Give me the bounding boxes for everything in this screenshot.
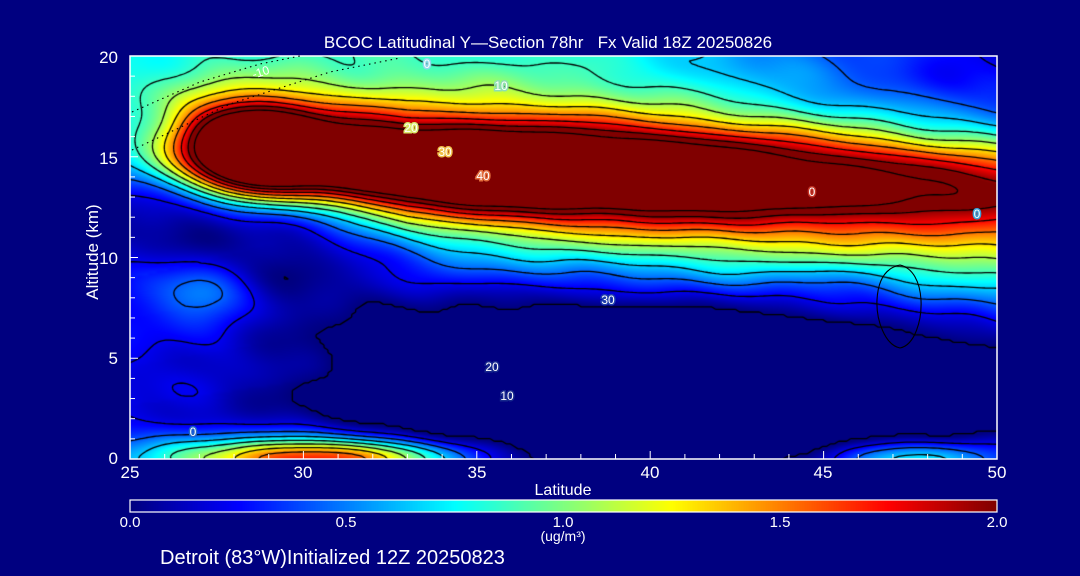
svg-text:Latitude: Latitude [535,482,592,499]
svg-text:2.0: 2.0 [987,514,1008,531]
svg-text:0.5: 0.5 [336,514,357,531]
svg-text:25: 25 [121,463,140,482]
svg-text:5: 5 [109,349,118,368]
svg-text:40: 40 [641,463,660,482]
svg-text:Altitude (km): Altitude (km) [83,204,102,299]
svg-text:10: 10 [99,249,118,268]
svg-text:0: 0 [109,449,118,468]
svg-text:BCOC Latitudinal Y—Section 78h: BCOC Latitudinal Y—Section 78hr Fx Valid… [324,33,772,52]
svg-text:45: 45 [814,463,833,482]
svg-text:1.0: 1.0 [553,514,574,531]
svg-text:Detroit (83°W)Initialized 12Z: Detroit (83°W)Initialized 12Z 20250823 [160,547,505,569]
svg-text:30: 30 [294,463,313,482]
svg-text:1.5: 1.5 [770,514,791,531]
svg-text:(ug/m³): (ug/m³) [540,528,585,544]
svg-text:50: 50 [988,463,1007,482]
svg-text:15: 15 [99,149,118,168]
svg-text:20: 20 [99,48,118,67]
svg-text:35: 35 [468,463,487,482]
svg-text:0.0: 0.0 [120,514,141,531]
